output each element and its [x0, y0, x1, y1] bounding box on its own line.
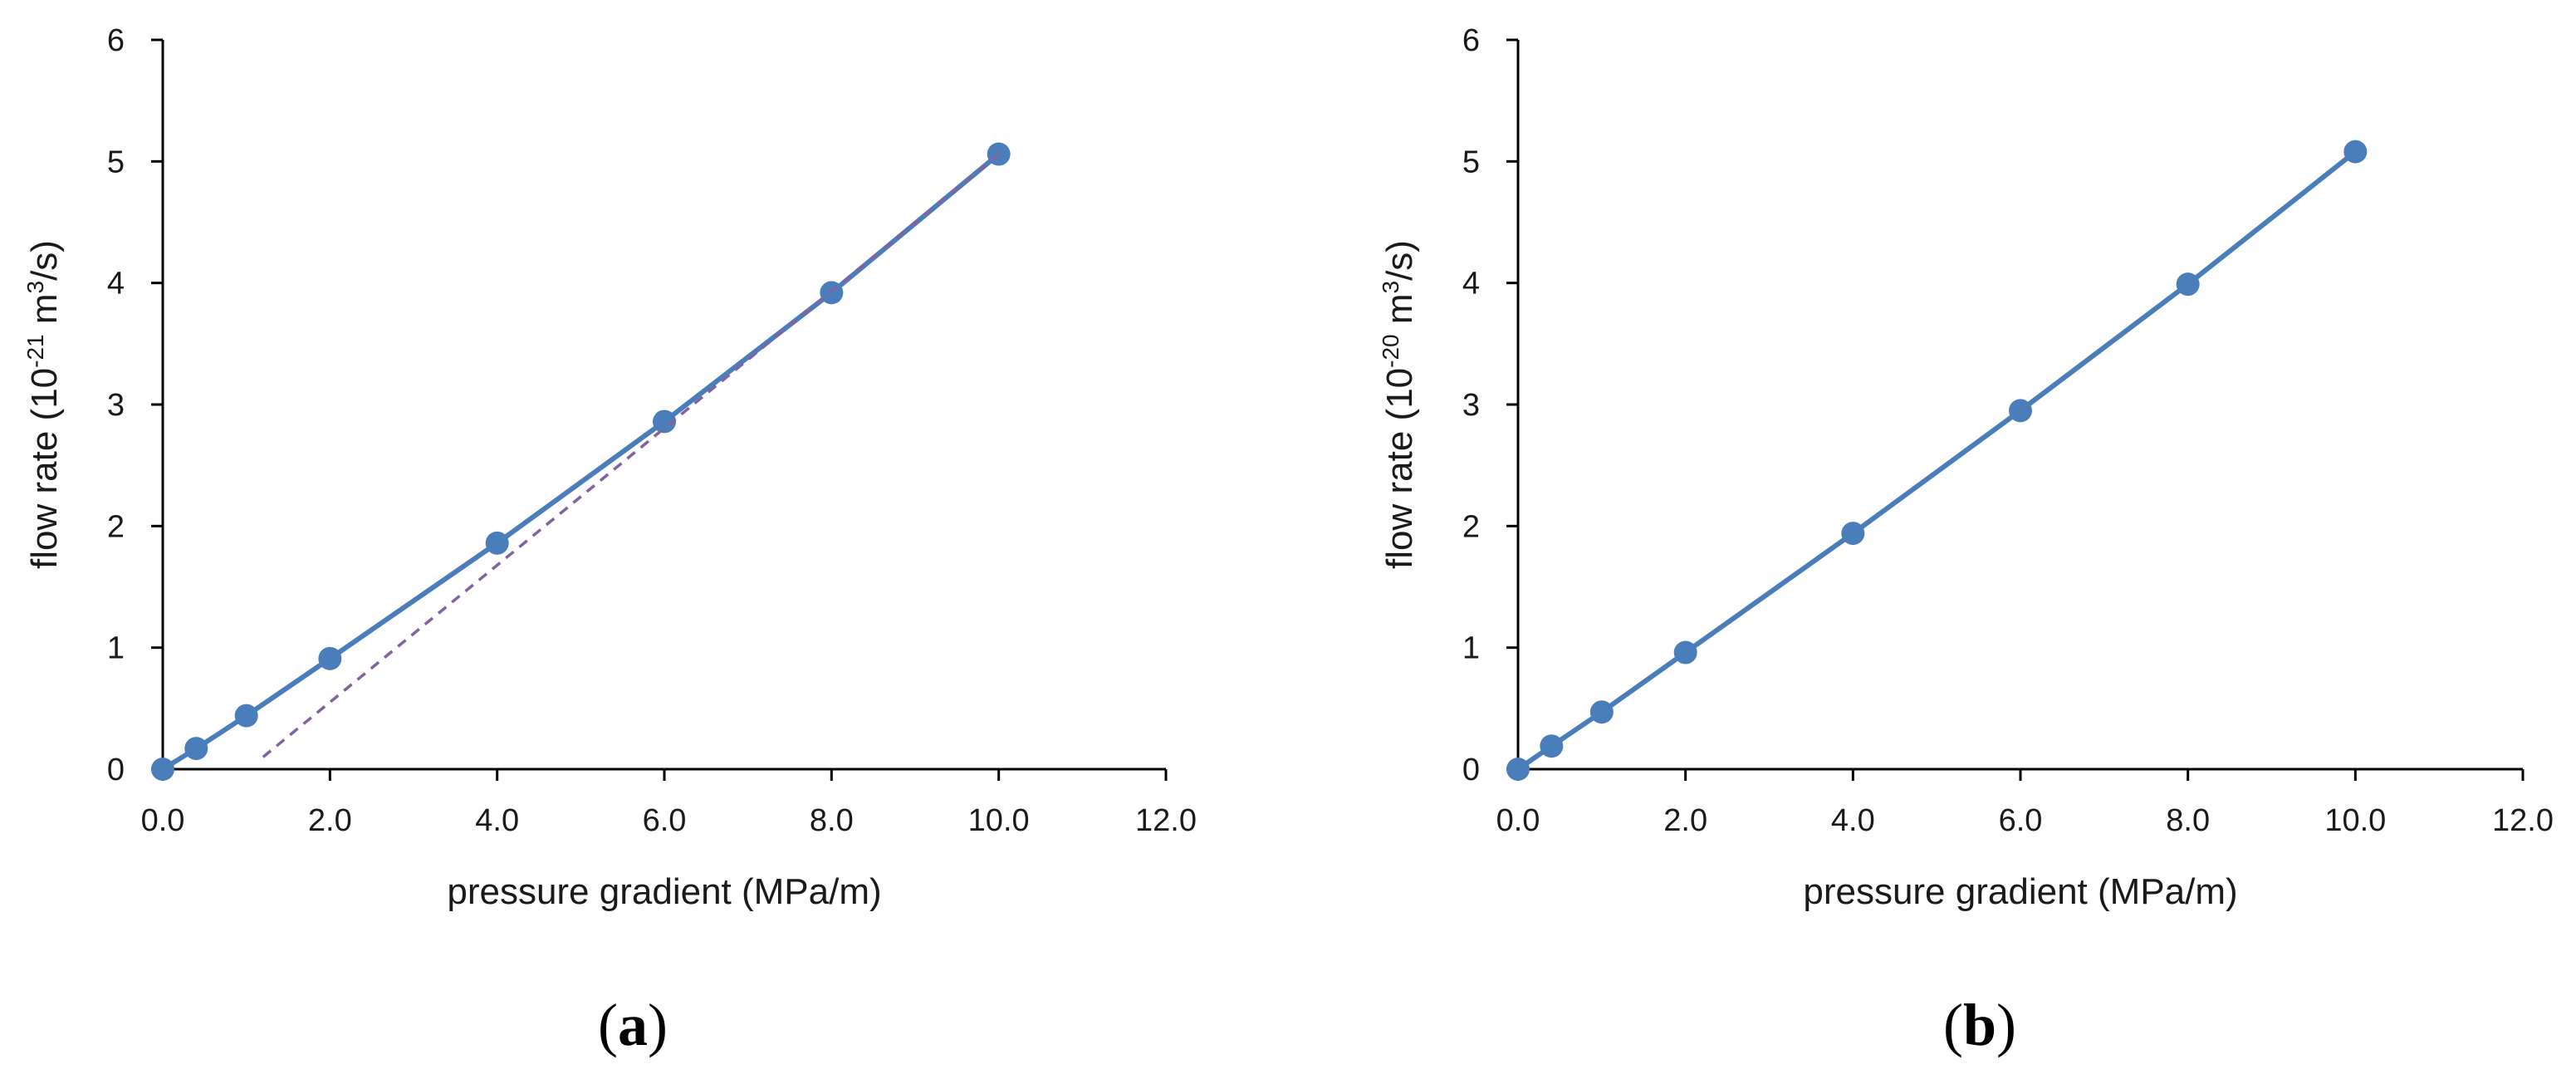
y-axis-title-unit: m — [24, 294, 65, 335]
y-tick-label: 2 — [107, 509, 125, 544]
series-line-measured — [1516, 150, 2358, 772]
panel-label-letter: b — [1963, 992, 1996, 1058]
data-point — [2009, 399, 2032, 423]
y-axis-title-prefix: flow rate (10 — [24, 368, 65, 569]
panel-label-open: ( — [598, 992, 618, 1058]
y-tick-label: 5 — [107, 145, 125, 179]
y-axis-title-prefix: flow rate (10 — [1379, 368, 1420, 569]
y-axis-title-unit-exponent: 3 — [22, 281, 48, 294]
data-point — [653, 410, 676, 434]
x-tick-label: 0.0 — [1496, 803, 1540, 838]
x-tick-label: 4.0 — [475, 803, 519, 838]
panel-label: (a) — [598, 992, 668, 1058]
x-tick-label: 8.0 — [810, 803, 854, 838]
data-point — [1540, 734, 1564, 758]
y-axis-title: flow rate (10-21 m3/s) — [22, 240, 65, 569]
data-point — [151, 758, 174, 781]
chart-panel-b: 0 1 2 3 4 5 6 0.0 2.0 4.0 6.0 8.0 10.0 12.0 pressure g… — [1378, 23, 2554, 1058]
x-tick-label: 2.0 — [1663, 803, 1707, 838]
data-point — [1589, 700, 1614, 724]
x-tick-label: 10.0 — [2324, 803, 2386, 838]
y-axis-title-exponent: -20 — [1378, 334, 1403, 367]
y-tick-label: 1 — [107, 631, 125, 666]
x-tick-label: 12.0 — [1135, 803, 1197, 838]
y-tick-label: 3 — [107, 388, 125, 423]
y-tick-label: 4 — [1462, 267, 1480, 302]
x-axis-title: pressure gradient (MPa/m) — [447, 871, 881, 912]
data-point — [987, 142, 1011, 166]
data-point — [1841, 522, 1865, 546]
y-tick-label: 6 — [1462, 23, 1480, 58]
x-axis-title: pressure gradient (MPa/m) — [1803, 871, 2237, 912]
data-point — [184, 737, 208, 761]
x-tick-label: 8.0 — [2166, 803, 2210, 838]
x-tick-label: 4.0 — [1831, 803, 1875, 838]
y-tick-label: 0 — [107, 753, 125, 787]
y-tick-label: 5 — [1462, 145, 1480, 179]
y-axis-title-suffix: /s) — [24, 240, 65, 281]
y-axis-title: flow rate (10-20 m3/s) — [1378, 240, 1420, 569]
panel-label-letter: a — [618, 992, 648, 1058]
data-point — [2343, 140, 2368, 164]
panel-label: (b) — [1943, 992, 2016, 1058]
y-axis-title-suffix: /s) — [1379, 240, 1420, 281]
data-point — [1506, 758, 1530, 781]
x-tick-label: 0.0 — [141, 803, 185, 838]
y-tick-label: 4 — [107, 267, 125, 302]
y-tick-label: 2 — [1462, 509, 1480, 544]
x-tick-label: 6.0 — [643, 803, 687, 838]
y-axis-title-unit-exponent: 3 — [1378, 281, 1403, 294]
y-tick-label: 3 — [1462, 388, 1480, 423]
panel-label-close: ) — [648, 992, 668, 1058]
data-point — [1673, 640, 1697, 665]
series-line-measured — [161, 152, 1001, 772]
data-point — [318, 646, 342, 670]
x-tick-label: 12.0 — [2492, 803, 2554, 838]
chart-panel-a: 0 1 2 3 4 5 6 0.0 2.0 4.0 6.0 8.0 10.0 12.0 pressure g… — [22, 23, 1197, 1058]
data-point — [485, 531, 509, 555]
y-tick-label: 0 — [1462, 753, 1480, 787]
panel-label-close: ) — [1996, 992, 2016, 1058]
y-tick-label: 1 — [1462, 631, 1480, 666]
x-tick-label: 6.0 — [1999, 803, 2043, 838]
data-point — [234, 704, 258, 728]
series-line-linear-fit — [262, 153, 1000, 758]
y-tick-label: 6 — [107, 23, 125, 58]
y-axis-title-unit: m — [1379, 294, 1420, 335]
y-axis-title-exponent: -21 — [22, 334, 48, 367]
panel-label-open: ( — [1943, 992, 1963, 1058]
x-tick-label: 2.0 — [308, 803, 352, 838]
data-point — [2176, 272, 2200, 297]
x-tick-label: 10.0 — [968, 803, 1030, 838]
